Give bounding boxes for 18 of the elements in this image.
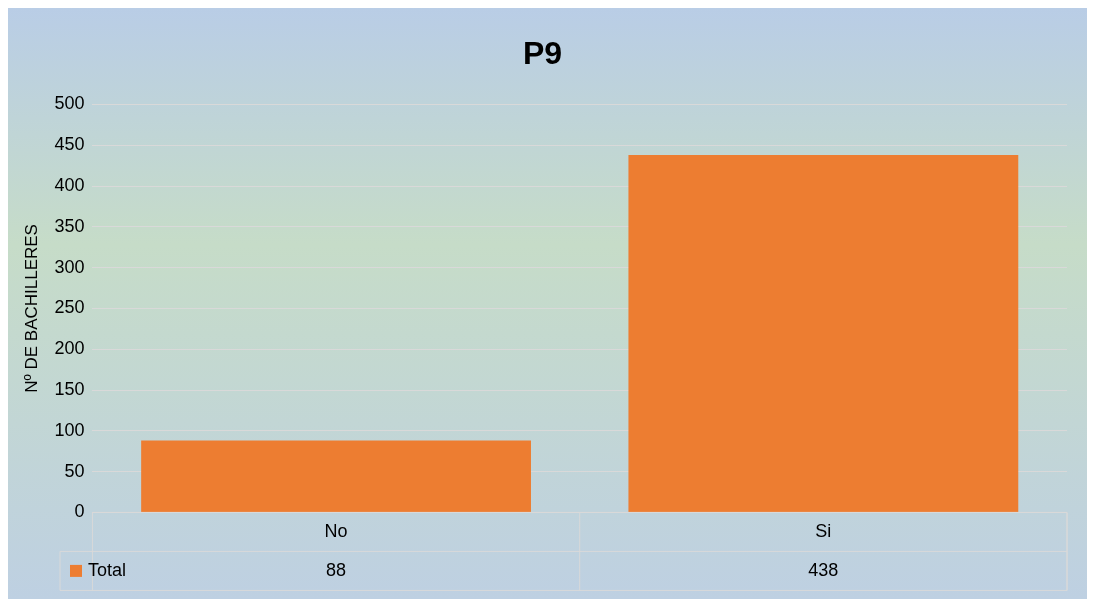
y-tick-label: 300 bbox=[54, 256, 85, 277]
y-tick-label: 50 bbox=[64, 460, 85, 481]
y-tick-label: 200 bbox=[54, 338, 85, 359]
data-label: 438 bbox=[808, 559, 839, 580]
y-tick-label: 500 bbox=[54, 93, 85, 114]
x-tick-label: Si bbox=[815, 521, 832, 542]
chart-title: P9 bbox=[522, 35, 563, 72]
x-tick-label: No bbox=[324, 521, 348, 542]
data-label: 88 bbox=[326, 559, 347, 580]
y-tick-label: 250 bbox=[54, 297, 85, 318]
y-tick-label: 400 bbox=[54, 174, 85, 195]
y-tick-label: 450 bbox=[54, 134, 85, 155]
y-axis-title: Nº DE BACHILLERES bbox=[21, 224, 41, 393]
y-tick-label: 0 bbox=[74, 501, 85, 522]
legend-label: Total bbox=[88, 559, 127, 580]
y-tick-label: 150 bbox=[54, 378, 85, 399]
y-tick-label: 100 bbox=[54, 419, 85, 440]
y-tick-label: 350 bbox=[54, 215, 85, 236]
